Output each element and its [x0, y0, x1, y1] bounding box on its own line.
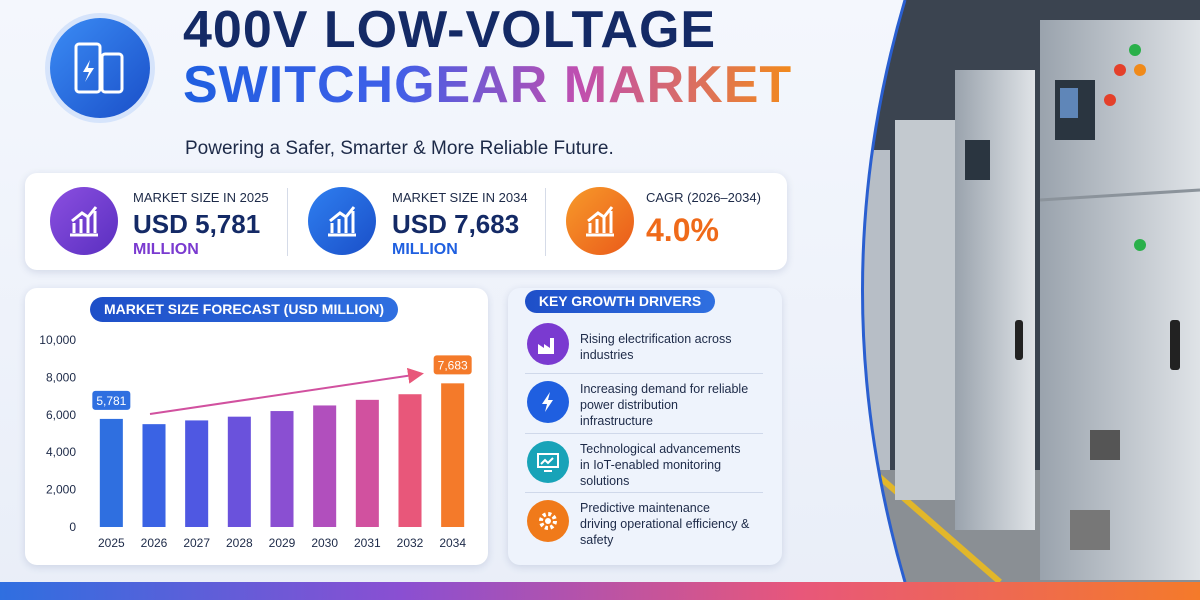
- driver-icon: [527, 381, 569, 423]
- driver-text: Technological advancements in IoT-enable…: [580, 442, 741, 488]
- driver-icon: [527, 323, 569, 365]
- stat-label: MARKET SIZE IN 2025: [133, 190, 269, 205]
- stat-value: 4.0%: [646, 212, 719, 248]
- stat-value: USD 7,683: [392, 209, 520, 239]
- x-tick-label: 2032: [397, 536, 424, 550]
- bar: [313, 405, 337, 527]
- stats-card: [25, 173, 787, 270]
- stat-unit: MILLION: [133, 241, 199, 258]
- title: 400V LOW-VOLTAGE: [183, 1, 717, 59]
- y-tick-label: 6,000: [46, 408, 76, 422]
- value-label-box: [433, 355, 472, 375]
- value-label: 5,781: [96, 394, 126, 408]
- x-tick-label: 2025: [98, 536, 125, 550]
- stat-icon: [566, 187, 634, 255]
- bar: [398, 394, 422, 527]
- y-tick-label: 0: [69, 520, 76, 534]
- value-label-box: [92, 390, 131, 410]
- bar: [185, 420, 209, 527]
- value-label: 7,683: [438, 358, 468, 372]
- driver-text: Predictive maintenance driving operation…: [580, 501, 750, 547]
- chart: 0 2,000 4,000 6,000 8,000 10,000 2025 5,781 2026…: [39, 333, 472, 550]
- y-tick-label: 10,000: [39, 333, 76, 347]
- footer-bar: [0, 582, 1200, 600]
- stat-label: MARKET SIZE IN 2034: [392, 190, 528, 205]
- bar: [227, 416, 251, 527]
- y-tick-label: 8,000: [46, 370, 76, 384]
- bar: [142, 424, 166, 527]
- x-tick-label: 2030: [311, 536, 338, 550]
- driver-icon: [527, 500, 569, 542]
- x-tick-label: 2028: [226, 536, 253, 550]
- y-tick-label: 4,000: [46, 445, 76, 459]
- stat-label: CAGR (2026–2034): [646, 190, 761, 205]
- driver-text: Rising electrification across industries: [580, 332, 732, 362]
- x-tick-label: 2026: [141, 536, 168, 550]
- bar: [441, 383, 465, 527]
- title: SWITCHGEAR MARKET: [183, 56, 793, 114]
- bar: [270, 411, 294, 527]
- chart-title: MARKET SIZE FORECAST (USD MILLION): [90, 297, 398, 322]
- stat-value: USD 5,781: [133, 209, 261, 239]
- switchgear-photo: [861, 0, 1200, 582]
- x-tick-label: 2029: [269, 536, 296, 550]
- drivers-title: KEY GROWTH DRIVERS: [525, 290, 715, 313]
- stat-icon: [50, 187, 118, 255]
- trend-arrow: [149, 367, 424, 415]
- x-tick-label: 2031: [354, 536, 381, 550]
- bar: [99, 418, 123, 527]
- logo-icon: [50, 18, 150, 118]
- driver-text: Increasing demand for reliable power dis…: [580, 382, 749, 428]
- subtitle: Powering a Safer, Smarter & More Reliabl…: [185, 138, 614, 159]
- driver-icon: [527, 441, 569, 483]
- stat-icon: [308, 187, 376, 255]
- y-tick-label: 2,000: [46, 483, 76, 497]
- stat-unit: MILLION: [392, 241, 458, 258]
- x-tick-label: 2034: [439, 536, 466, 550]
- bar: [355, 399, 379, 527]
- x-tick-label: 2027: [183, 536, 210, 550]
